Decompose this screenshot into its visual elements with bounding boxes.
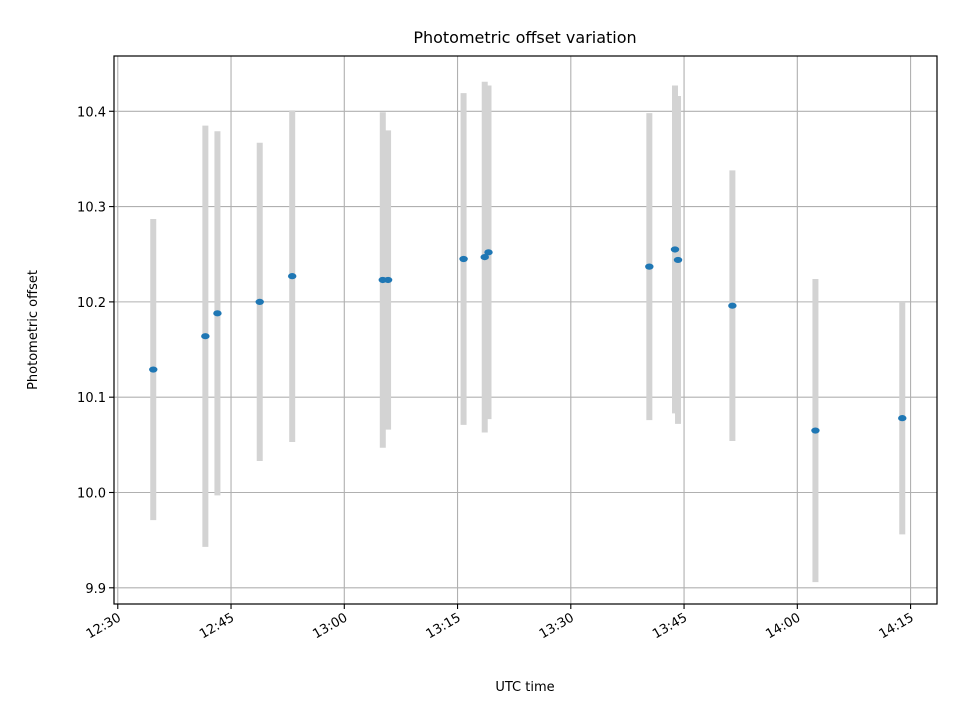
data-point [811, 427, 820, 434]
y-tick-label: 10.2 [77, 296, 106, 311]
data-point [149, 366, 158, 373]
data-point [673, 256, 683, 264]
y-axis-label: Photometric offset [26, 270, 41, 390]
data-point [255, 298, 264, 305]
data-point [287, 273, 297, 280]
data-point [213, 310, 222, 317]
y-tick-label: 10.4 [77, 105, 106, 120]
y-tick-label: 10.0 [77, 486, 106, 501]
plot-frame [113, 55, 938, 605]
y-tick-label: 10.3 [77, 201, 106, 216]
data-point [480, 253, 489, 261]
x-axis-label: UTC time [495, 680, 554, 695]
data-point [670, 246, 680, 253]
y-tick-label: 9.9 [85, 582, 106, 597]
chart-title: Photometric offset variation [413, 28, 636, 47]
grid-layer [114, 56, 937, 604]
data-point [898, 415, 907, 422]
data-point [728, 302, 737, 309]
data-point [383, 276, 393, 284]
data-point [459, 255, 468, 263]
data-point [201, 333, 210, 340]
y-tick-label: 10.1 [77, 391, 106, 406]
data-point [645, 263, 654, 270]
point-layer [149, 246, 907, 434]
data-point [484, 249, 493, 256]
